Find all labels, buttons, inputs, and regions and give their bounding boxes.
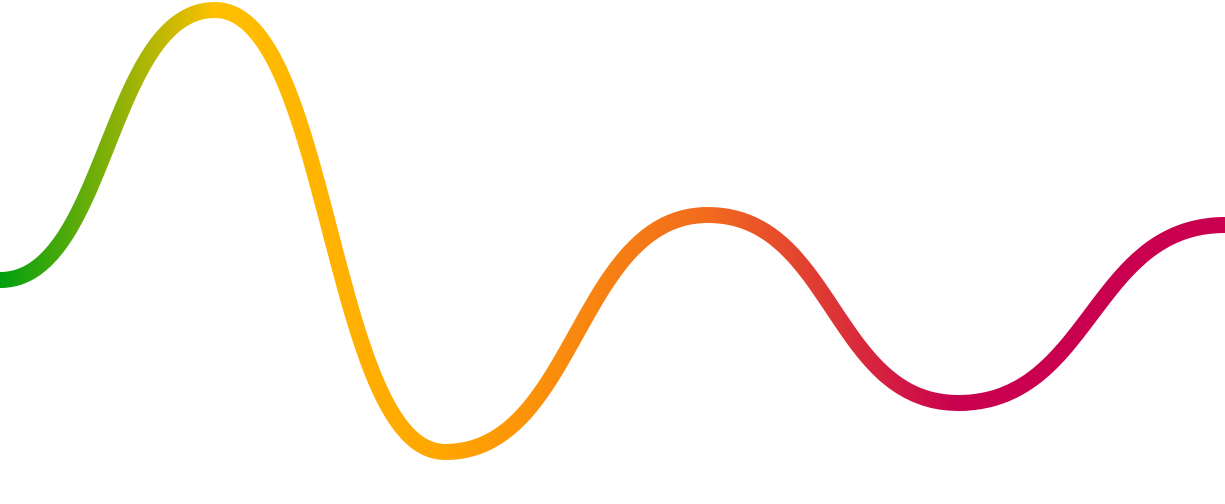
- line: [0, 1, 1225, 461]
